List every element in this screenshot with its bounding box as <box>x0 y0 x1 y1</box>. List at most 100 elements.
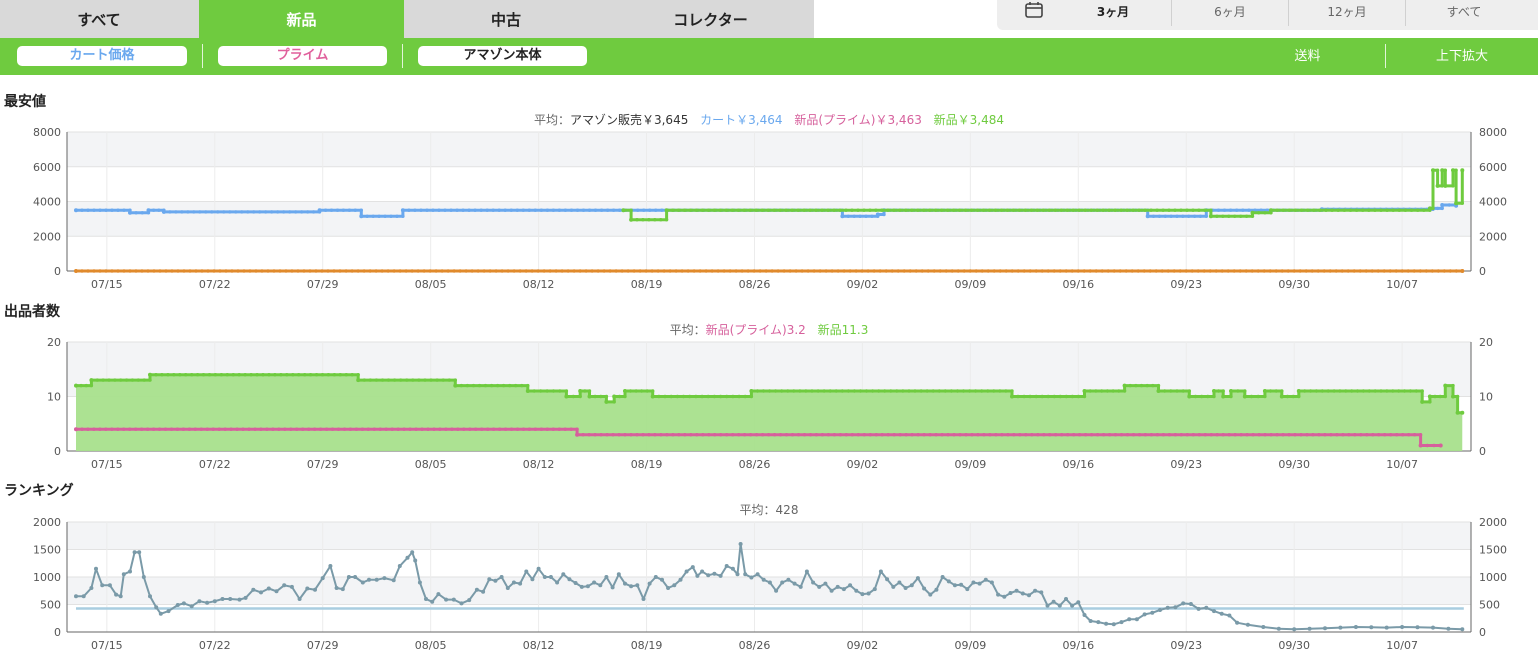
series-point <box>657 394 661 399</box>
series-point <box>1095 433 1100 437</box>
period-all[interactable]: すべて <box>1446 5 1482 19</box>
series-point <box>1216 389 1221 393</box>
series-point <box>617 394 622 399</box>
series-point <box>1371 433 1375 437</box>
series-point <box>737 433 741 437</box>
series-point <box>706 573 711 578</box>
series-point <box>1242 394 1247 399</box>
series-point <box>1122 383 1127 388</box>
series-point <box>934 587 939 592</box>
series-point <box>524 569 529 574</box>
series-point <box>532 389 536 393</box>
series-point <box>84 383 89 388</box>
series-point <box>1192 214 1197 218</box>
series-point <box>1415 625 1420 630</box>
series-point <box>1219 611 1224 616</box>
series-point <box>761 577 766 582</box>
series-point <box>438 427 442 431</box>
series-point <box>380 378 385 382</box>
series-point <box>122 208 126 212</box>
calendar-icon[interactable] <box>1025 2 1043 18</box>
series-point <box>593 394 597 399</box>
series-point <box>1440 203 1445 207</box>
series-point <box>80 208 84 212</box>
y-tick-label-left: 2000 <box>33 516 61 529</box>
tab-collector[interactable]: コレクター <box>673 11 748 29</box>
series-point <box>700 394 704 399</box>
series-point <box>132 550 137 555</box>
series-point <box>796 433 801 437</box>
series-point <box>724 564 729 568</box>
avg-prime-sellers: 新品(プライム)3.2 <box>705 323 806 337</box>
period-3m[interactable]: 3ヶ月 <box>1096 5 1130 19</box>
series-point <box>1263 433 1267 437</box>
series-point <box>186 210 190 214</box>
series-point <box>1030 433 1034 437</box>
series-point <box>712 571 717 576</box>
series-point <box>585 584 590 589</box>
tab-used[interactable]: 中古 <box>490 11 521 29</box>
series-point <box>875 212 880 217</box>
series-point <box>644 269 648 273</box>
series-point <box>713 433 717 437</box>
period-divider <box>1288 0 1289 26</box>
tab-all[interactable]: すべて <box>77 11 121 29</box>
series-point <box>197 599 202 604</box>
series-point <box>737 394 741 399</box>
series-point <box>148 378 152 382</box>
series-point <box>489 383 494 388</box>
series-point <box>946 433 950 437</box>
series-point <box>158 611 163 616</box>
series-point <box>558 389 562 393</box>
series-point <box>1367 389 1372 393</box>
series-point <box>1262 389 1267 393</box>
series-point <box>1196 606 1201 611</box>
tab-new[interactable]: 新品 <box>199 0 404 38</box>
series-point <box>107 583 112 588</box>
series-point <box>1173 208 1177 212</box>
series-point <box>621 208 626 213</box>
amazon-toggle[interactable]: アマゾン本体 <box>418 46 587 66</box>
series-point <box>1460 269 1465 273</box>
series-point <box>195 373 200 377</box>
period-6m[interactable]: 6ヶ月 <box>1214 5 1246 19</box>
series-point <box>436 592 441 597</box>
series-point <box>983 577 988 582</box>
series-point <box>382 576 387 581</box>
series-point <box>1299 208 1304 212</box>
series-point <box>190 373 194 377</box>
series-point <box>914 269 918 273</box>
series-point <box>1011 208 1016 212</box>
series-point <box>545 208 550 212</box>
series-point <box>1334 269 1338 273</box>
series-point <box>812 269 816 273</box>
prime-toggle[interactable]: プライム <box>218 46 387 66</box>
series-point <box>648 208 652 212</box>
series-point <box>440 269 444 273</box>
series-point <box>1045 603 1050 608</box>
series-point <box>1082 613 1087 617</box>
series-point <box>1438 443 1443 448</box>
series-point <box>1306 208 1310 212</box>
series-point <box>1420 389 1424 393</box>
series-point <box>172 373 176 377</box>
series-point <box>710 269 714 273</box>
series-point <box>959 582 964 587</box>
series-point <box>1107 433 1112 437</box>
series-point <box>1256 394 1260 399</box>
series-point <box>228 597 233 601</box>
shipping-toggle[interactable]: 送料 <box>1294 49 1321 64</box>
series-point <box>402 427 406 431</box>
series-point <box>778 208 782 212</box>
series-point <box>1389 433 1393 437</box>
series-point <box>347 208 352 212</box>
series-point <box>311 210 316 214</box>
series-point <box>79 383 83 388</box>
vertical-zoom-toggle[interactable]: 上下拡大 <box>1435 49 1488 64</box>
series-point <box>1251 433 1255 437</box>
series-point <box>1002 594 1007 599</box>
series-point <box>1198 214 1203 218</box>
series-point <box>1287 433 1291 437</box>
cart-price-toggle[interactable]: カート価格 <box>17 46 187 66</box>
period-12m[interactable]: 12ヶ月 <box>1327 5 1367 19</box>
